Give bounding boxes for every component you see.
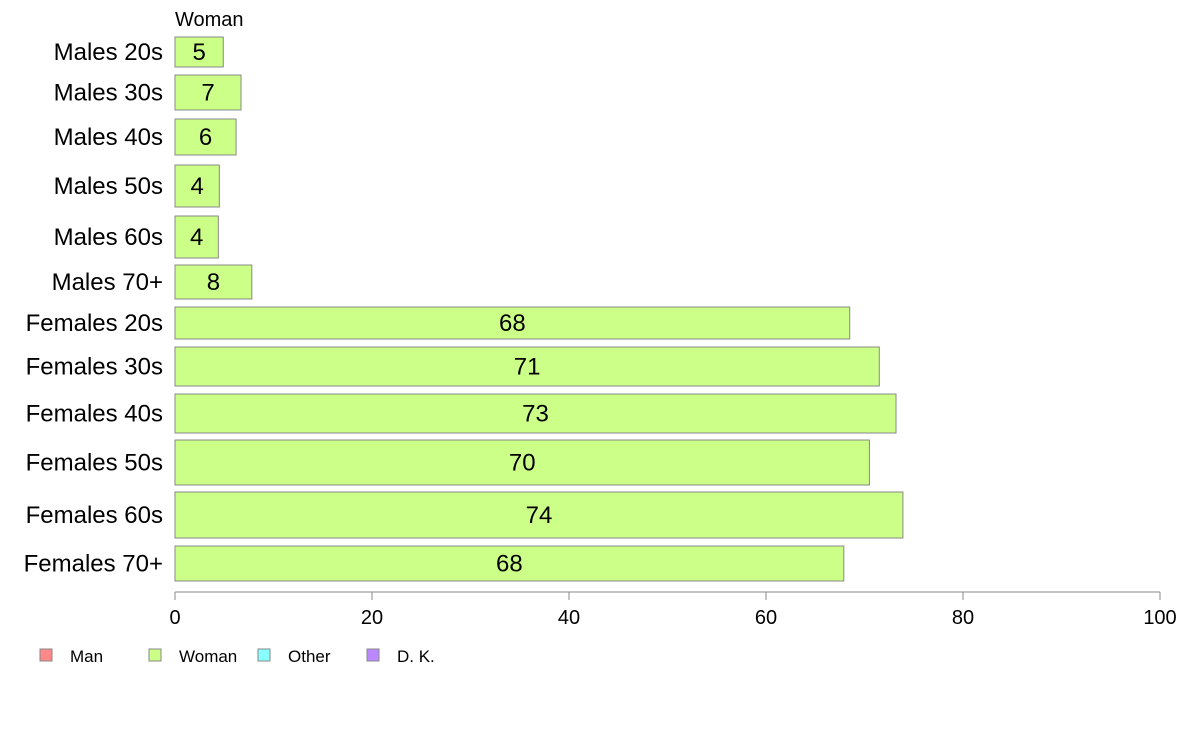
- bar: [174, 74, 242, 111]
- x-tick-label: 100: [1143, 607, 1176, 629]
- bar: [174, 164, 220, 208]
- category-label: Males 60s: [54, 224, 163, 251]
- bar: [174, 306, 851, 340]
- data-label: 68: [496, 551, 523, 578]
- data-label: 70: [509, 450, 536, 477]
- legend: Man Woman Other D. K.: [39, 647, 435, 666]
- category-label: Males 70+: [52, 269, 163, 296]
- legend-swatch: [148, 648, 162, 662]
- data-label: 7: [201, 80, 214, 107]
- category-label: Males 50s: [54, 173, 163, 200]
- legend-label: Woman: [179, 647, 237, 666]
- bars-group: Males 20s 5 Males 30s 7 Males 40s 6 Males 50s 4…: [24, 36, 904, 582]
- x-axis: 0 20 40 60 80 100: [169, 591, 1177, 629]
- data-label: 5: [192, 39, 205, 66]
- data-label: 68: [499, 310, 526, 337]
- bar: [174, 545, 845, 582]
- data-label: 4: [190, 173, 203, 200]
- legend-label: Other: [288, 647, 331, 666]
- data-label: 71: [514, 354, 541, 381]
- category-label: Females 70+: [24, 551, 163, 578]
- category-label: Males 40s: [54, 124, 163, 151]
- data-label: 4: [190, 224, 203, 251]
- category-label: Females 50s: [26, 450, 163, 477]
- x-tick-label: 20: [361, 607, 383, 629]
- bar: [174, 118, 237, 156]
- legend-label: Man: [70, 647, 103, 666]
- x-tick-label: 0: [169, 607, 180, 629]
- bar: [174, 215, 219, 259]
- category-label: Females 30s: [26, 354, 163, 381]
- bar: [174, 393, 897, 434]
- x-tick-label: 60: [755, 607, 777, 629]
- legend-swatch: [39, 648, 53, 662]
- legend-swatch: [257, 648, 271, 662]
- data-label: 74: [526, 502, 553, 529]
- bar: [174, 346, 880, 387]
- legend-label: D. K.: [397, 647, 435, 666]
- x-tick-label: 80: [952, 607, 974, 629]
- data-label: 8: [207, 269, 220, 296]
- bar: [174, 36, 224, 68]
- data-label: 73: [522, 401, 549, 428]
- x-tick-label: 40: [558, 607, 580, 629]
- series-title: Woman: [175, 9, 244, 31]
- category-label: Females 60s: [26, 502, 163, 529]
- category-label: Males 20s: [54, 39, 163, 66]
- category-label: Females 40s: [26, 401, 163, 428]
- data-label: 6: [199, 124, 212, 151]
- legend-swatch: [366, 648, 380, 662]
- bar: [174, 491, 904, 539]
- bar: [174, 439, 870, 486]
- category-label: Males 30s: [54, 80, 163, 107]
- bar: [174, 264, 253, 300]
- category-label: Females 20s: [26, 310, 163, 337]
